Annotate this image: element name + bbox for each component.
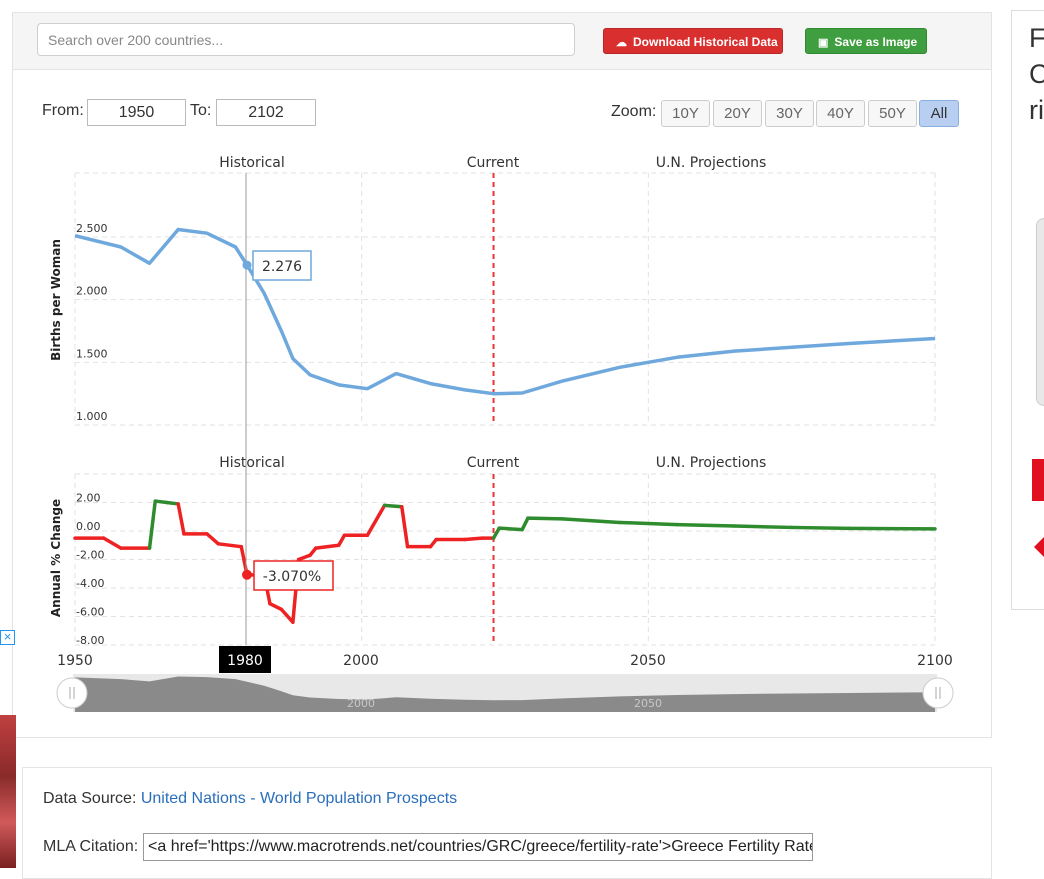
navigator-label-2000: 2000 [347, 697, 375, 710]
x-tick-2000: 2000 [343, 653, 379, 669]
change-segment-9 [218, 544, 241, 547]
change-segment-36 [734, 526, 791, 527]
navigator-right-handle[interactable] [923, 678, 953, 708]
change-y-ticks: -8.00 -6.00 -4.00 -2.00 0.00 2.00 [76, 492, 104, 648]
change-series [75, 501, 935, 622]
fertility-tooltip: 2.276 [243, 251, 312, 280]
navigator-left-handle[interactable] [57, 678, 87, 708]
change-segment-33 [562, 519, 619, 523]
change-segment-34 [620, 522, 677, 524]
change-segment-13 [270, 604, 281, 610]
section-projections-label: U.N. Projections [656, 155, 767, 171]
data-source-line: Data Source: United Nations - World Popu… [43, 790, 457, 808]
fertility-rate-line [75, 230, 935, 394]
mla-citation-label: MLA Citation: [43, 838, 138, 856]
y-tick-label-2.000: 2.000 [76, 285, 108, 298]
change-segment-16 [299, 555, 310, 559]
x-tick-1950: 1950 [57, 653, 93, 669]
change-segment-6 [178, 504, 184, 534]
fertility-tooltip-dot [243, 261, 252, 270]
x-tick-2100: 2100 [917, 653, 953, 669]
section-projections-label-2: U.N. Projections [656, 455, 767, 471]
sidebar-text-line-1: F [1029, 23, 1044, 54]
data-source-link[interactable]: United Nations - World Population Prospe… [141, 790, 457, 807]
fertility-series [75, 230, 935, 394]
x-hover-label: 1980 [227, 653, 263, 669]
fertility-rate-grid [75, 173, 935, 425]
y-tick-label-0.00: 0.00 [76, 520, 101, 533]
change-segment-31 [522, 518, 528, 529]
y-axis-label-births: Births per Woman [49, 239, 63, 361]
ad-close-icon[interactable]: × [0, 630, 15, 645]
data-source-label: Data Source: [43, 790, 141, 807]
change-segment-8 [207, 534, 218, 544]
fertility-y-ticks: 1.000 1.500 2.000 2.500 [76, 222, 108, 423]
sidebar-text-line-3: ri [1029, 95, 1044, 126]
section-current-label: Current [467, 155, 520, 171]
change-segment-18 [316, 545, 339, 548]
y-tick-label--2.00: -2.00 [76, 549, 104, 562]
annual-change-grid [75, 474, 935, 645]
change-segment-37 [792, 527, 849, 528]
source-panel: Data Source: United Nations - World Popu… [22, 767, 992, 879]
y-tick-label--6.00: -6.00 [76, 606, 104, 619]
y-tick-label-2.500: 2.500 [76, 222, 108, 235]
y-tick-label-1.000: 1.000 [76, 410, 108, 423]
change-segment-3 [150, 501, 156, 548]
sidebar-arrow-icon [1034, 536, 1044, 558]
change-segment-35 [677, 525, 734, 526]
navigator-label-2050: 2050 [634, 697, 662, 710]
y-tick-label--8.00: -8.00 [76, 634, 104, 647]
section-historical-label-2: Historical [219, 455, 285, 471]
y-tick-label--4.00: -4.00 [76, 577, 104, 590]
section-historical-label: Historical [219, 155, 285, 171]
change-segment-27 [465, 538, 482, 539]
sidebar-text-line-2: C [1029, 59, 1044, 90]
change-tooltip-value: -3.070% [263, 569, 321, 585]
fertility-chart: Historical Current U.N. Projections Hist… [0, 0, 1044, 740]
fertility-tooltip-value: 2.276 [262, 259, 302, 275]
ad-image[interactable] [0, 715, 16, 868]
sidebar-device-image [1036, 218, 1044, 406]
change-segment-1 [104, 538, 121, 548]
section-current-label-2: Current [467, 455, 520, 471]
change-tooltip-dot [242, 570, 252, 580]
change-tooltip: -3.070% [242, 561, 333, 590]
y-tick-label-2.00: 2.00 [76, 492, 101, 505]
change-segment-30 [499, 528, 522, 529]
sidebar-red-block [1032, 459, 1044, 501]
right-sidebar: F C ri [1011, 10, 1044, 610]
change-segment-14 [281, 609, 292, 622]
y-tick-label-1.500: 1.500 [76, 347, 108, 360]
x-tick-2050: 2050 [630, 653, 666, 669]
change-segment-32 [528, 518, 562, 519]
y-axis-label-change: Annual % Change [49, 499, 63, 617]
change-segment-23 [402, 507, 408, 547]
change-segment-22 [385, 505, 402, 506]
mla-citation-input[interactable]: <a href='https://www.macrotrends.net/cou… [143, 833, 813, 861]
